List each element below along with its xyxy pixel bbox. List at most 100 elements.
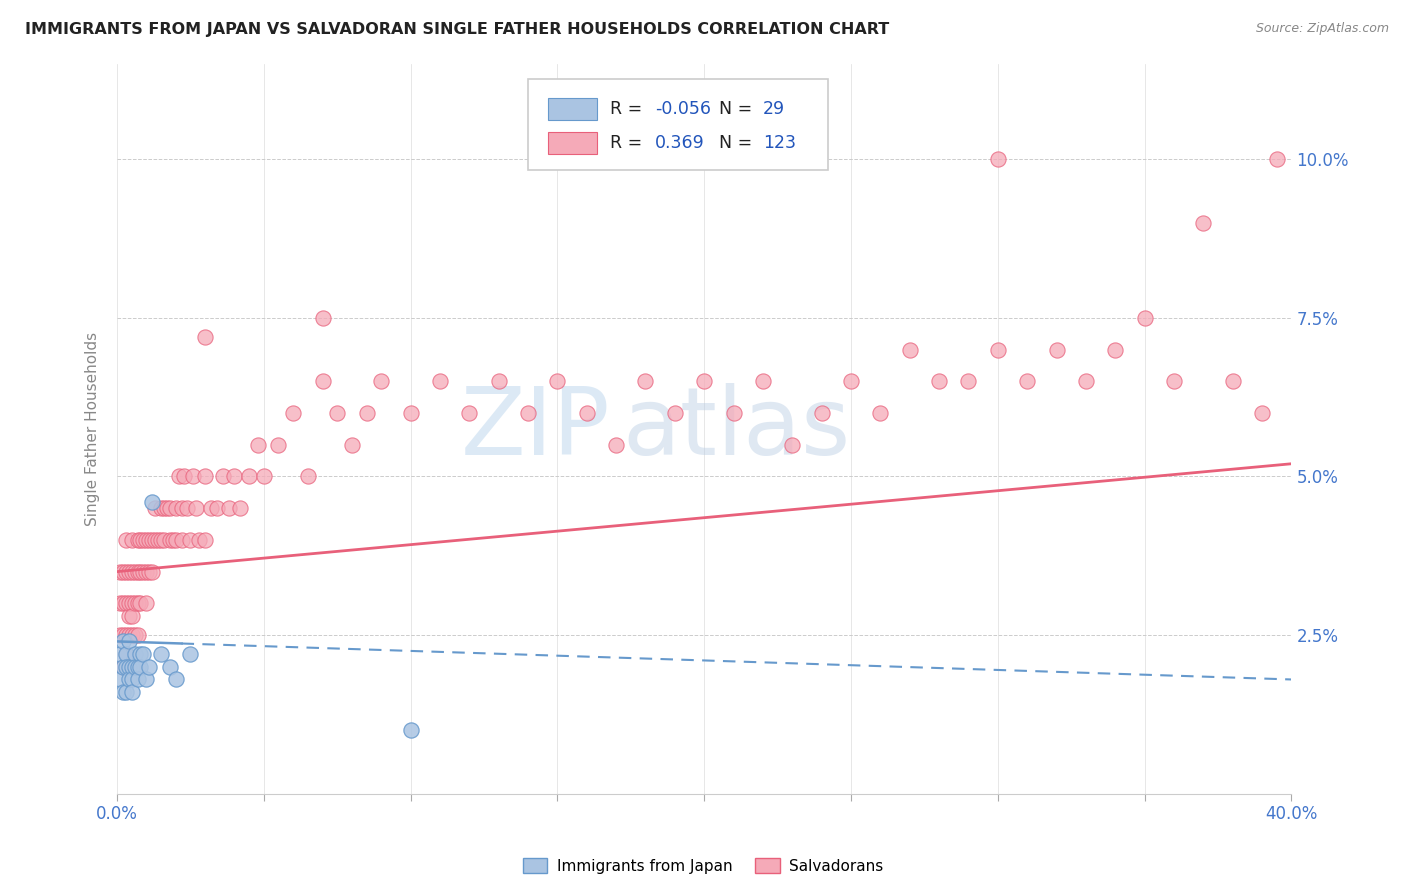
Point [108, 647, 131, 661]
Text: IMMIGRANTS FROM JAPAN VS SALVADORAN SINGLE FATHER HOUSEHOLDS CORRELATION CHART: IMMIGRANTS FROM JAPAN VS SALVADORAN SING… [25, 22, 890, 37]
Point [170, 501, 193, 516]
Point [399, 406, 422, 420]
Point [150, 501, 173, 516]
Point [150, 647, 173, 661]
Point [108, 565, 131, 579]
Point [143, 501, 166, 516]
Point [1192, 216, 1215, 230]
Point [114, 647, 136, 661]
Point [129, 565, 152, 579]
Point [194, 330, 217, 344]
Point [281, 406, 304, 420]
Point [153, 533, 176, 547]
Point [121, 673, 143, 687]
Point [340, 438, 363, 452]
Point [188, 533, 211, 547]
Point [898, 343, 921, 357]
Point [118, 673, 141, 687]
Point [127, 565, 149, 579]
Point [194, 533, 217, 547]
Point [186, 501, 208, 516]
Point [138, 660, 160, 674]
Point [127, 673, 149, 687]
Point [693, 374, 716, 388]
Text: N =: N = [720, 134, 758, 152]
Point [127, 596, 149, 610]
Point [129, 596, 152, 610]
Point [267, 438, 290, 452]
Point [165, 673, 187, 687]
Point [987, 153, 1010, 167]
Point [111, 660, 134, 674]
Point [987, 343, 1010, 357]
Point [132, 647, 155, 661]
Text: atlas: atlas [621, 383, 851, 475]
Point [159, 660, 181, 674]
Text: N =: N = [720, 100, 758, 119]
Point [181, 469, 204, 483]
Point [605, 438, 627, 452]
Point [1074, 374, 1097, 388]
Point [167, 469, 190, 483]
Point [1222, 374, 1244, 388]
Point [135, 533, 157, 547]
Bar [548, 132, 598, 153]
Point [179, 533, 201, 547]
Text: 29: 29 [763, 100, 785, 119]
Point [311, 310, 333, 325]
Point [108, 673, 131, 687]
Point [141, 495, 163, 509]
Point [143, 533, 166, 547]
Point [156, 501, 179, 516]
Point [1251, 406, 1274, 420]
Point [146, 533, 169, 547]
Point [127, 533, 149, 547]
Point [127, 628, 149, 642]
FancyBboxPatch shape [529, 78, 828, 169]
Point [118, 565, 141, 579]
Point [135, 596, 157, 610]
Point [111, 660, 134, 674]
Point [124, 596, 146, 610]
Point [159, 501, 181, 516]
Point [218, 501, 240, 516]
Point [121, 596, 143, 610]
Text: 123: 123 [763, 134, 796, 152]
Point [253, 469, 276, 483]
Point [111, 685, 134, 699]
Text: 0.369: 0.369 [655, 134, 704, 152]
Point [132, 565, 155, 579]
Point [108, 596, 131, 610]
Point [127, 660, 149, 674]
Text: -0.056: -0.056 [655, 100, 711, 119]
Point [138, 533, 160, 547]
Point [194, 469, 217, 483]
Point [546, 374, 568, 388]
Point [129, 533, 152, 547]
Point [111, 596, 134, 610]
Point [928, 374, 950, 388]
Point [132, 533, 155, 547]
Point [356, 406, 378, 420]
Point [810, 406, 832, 420]
Text: R =: R = [610, 100, 648, 119]
Point [311, 374, 333, 388]
Point [121, 533, 143, 547]
Point [114, 565, 136, 579]
Point [111, 634, 134, 648]
Point [121, 628, 143, 642]
Point [238, 469, 260, 483]
Point [297, 469, 319, 483]
Point [170, 533, 193, 547]
Point [159, 533, 181, 547]
Point [1017, 374, 1039, 388]
Point [138, 565, 160, 579]
Point [211, 469, 233, 483]
Point [114, 647, 136, 661]
Point [488, 374, 510, 388]
Point [124, 647, 146, 661]
Point [118, 628, 141, 642]
Point [429, 374, 451, 388]
Point [108, 628, 131, 642]
Point [114, 628, 136, 642]
